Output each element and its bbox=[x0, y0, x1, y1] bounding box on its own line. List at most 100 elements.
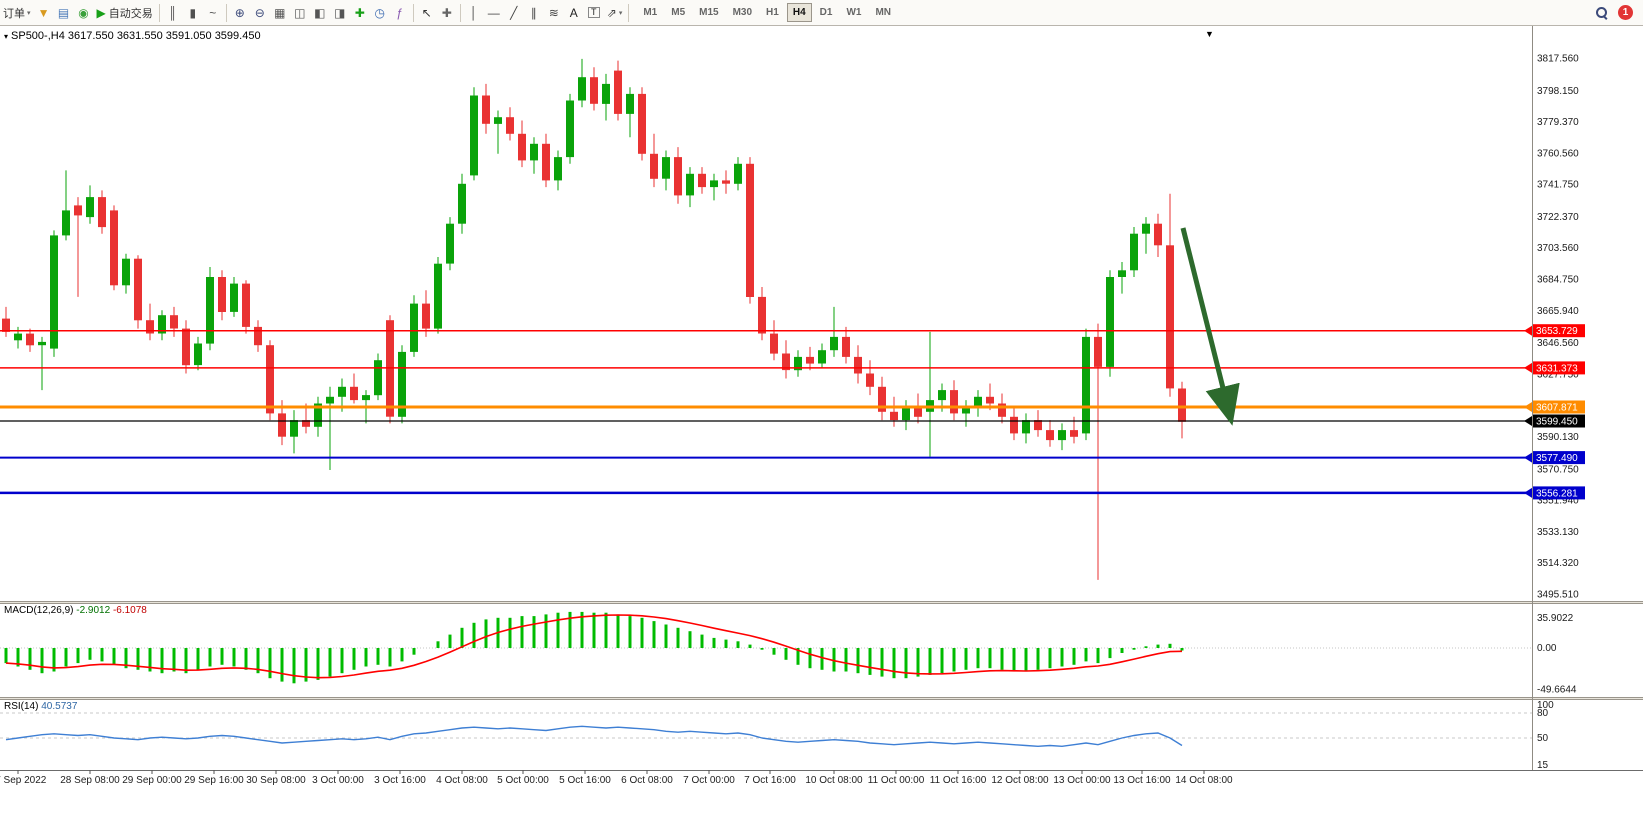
bar-chart-icon[interactable]: ║ bbox=[168, 5, 177, 20]
candle-body bbox=[806, 356, 814, 364]
candle-body bbox=[38, 341, 46, 346]
trend-arrow[interactable] bbox=[1180, 227, 1240, 426]
price-badges: 3653.729 3631.373 3607.871 3599.450 3577.490… bbox=[1524, 324, 1585, 500]
price-badge-text: 3653.729 bbox=[1536, 326, 1578, 337]
timeframe-H4[interactable]: H4 bbox=[786, 3, 812, 22]
market-watch-icon[interactable]: ▤ bbox=[57, 5, 70, 20]
macd-label: MACD(12,26,9) -2.9012 -6.1078 bbox=[4, 605, 147, 616]
candle-body bbox=[998, 403, 1006, 417]
tile-vertical-icon[interactable]: ◧ bbox=[314, 5, 326, 20]
data-window-icon[interactable]: ◉ bbox=[78, 5, 89, 20]
timeframe-M5[interactable]: M5 bbox=[671, 7, 686, 18]
candle-body bbox=[1154, 223, 1162, 246]
rsi-line bbox=[5, 725, 1183, 748]
timeframe-H1[interactable]: H1 bbox=[766, 7, 779, 18]
timeframe-M15[interactable]: M15 bbox=[699, 7, 719, 18]
candle-body bbox=[242, 283, 250, 327]
orders-dropdown[interactable]: 订单 ▾ bbox=[3, 7, 31, 20]
candle-body bbox=[758, 296, 766, 334]
candle-body bbox=[902, 406, 910, 421]
indicators-icon[interactable]: ƒ bbox=[396, 5, 404, 20]
candle-body bbox=[578, 77, 586, 101]
new-chart-icon[interactable]: ✚ bbox=[354, 5, 365, 20]
candle-body bbox=[710, 180, 718, 188]
time-axis-label: 5 Oct 16:00 bbox=[559, 775, 611, 786]
vertical-line-icon[interactable]: │ bbox=[470, 5, 478, 20]
cursor-icon[interactable]: ↖ bbox=[421, 5, 432, 20]
candle-body bbox=[842, 336, 850, 357]
macd-axis-label: -49.6644 bbox=[1537, 685, 1577, 696]
tile-windows-icon[interactable]: ▦ bbox=[274, 5, 286, 20]
fibonacci-icon[interactable]: ≋ bbox=[548, 5, 559, 20]
profiles-icon[interactable]: ◷ bbox=[374, 5, 385, 20]
time-axis-label: 14 Oct 08:00 bbox=[1175, 775, 1233, 786]
timeframe-MN[interactable]: MN bbox=[875, 7, 891, 18]
candle-body bbox=[350, 386, 358, 401]
candle-body bbox=[1046, 430, 1054, 441]
rsi-value: 40.5737 bbox=[41, 701, 78, 712]
timeframe-D1[interactable]: D1 bbox=[819, 7, 833, 18]
candle-body bbox=[302, 420, 310, 427]
candle-body bbox=[1010, 416, 1018, 434]
candle-body bbox=[86, 197, 94, 218]
time-axis-label: 5 Oct 00:00 bbox=[497, 775, 549, 786]
time-axis-label: 30 Sep 08:00 bbox=[246, 775, 306, 786]
candle-body bbox=[830, 336, 838, 351]
line-chart-icon[interactable]: ~ bbox=[209, 5, 217, 20]
price-axis: 3817.560 3798.150 3779.370 3760.560 3741.750… bbox=[1537, 54, 1579, 601]
arrows-tool[interactable]: ⇗ ▾ bbox=[606, 5, 623, 20]
candle-body bbox=[482, 95, 490, 124]
timeframe-M30[interactable]: M30 bbox=[732, 7, 753, 18]
zoom-in-icon[interactable]: ⊕ bbox=[234, 5, 245, 20]
price-axis-label: 3495.510 bbox=[1537, 590, 1579, 601]
price-axis-label: 3741.750 bbox=[1537, 180, 1579, 191]
collapse-icon[interactable]: ▾ bbox=[4, 32, 9, 41]
search-icon[interactable] bbox=[1595, 6, 1608, 19]
price-axis-label: 3570.750 bbox=[1537, 464, 1579, 475]
channel-icon[interactable]: ∥ bbox=[530, 5, 537, 20]
candle-body bbox=[218, 277, 226, 312]
notification-badge[interactable]: 1 bbox=[1618, 5, 1633, 20]
timeframe-W1[interactable]: W1 bbox=[846, 7, 862, 18]
panel-divider[interactable] bbox=[0, 601, 1643, 604]
horizontal-line-icon[interactable]: — bbox=[487, 5, 500, 20]
price-badge-text: 3599.450 bbox=[1536, 417, 1578, 428]
price-axis-label: 3646.560 bbox=[1537, 338, 1579, 349]
time-axis-label: 13 Oct 00:00 bbox=[1053, 775, 1111, 786]
price-axis-label: 3665.940 bbox=[1537, 306, 1579, 317]
macd-signal-line bbox=[5, 614, 1183, 679]
candle-body bbox=[422, 303, 430, 329]
text-tool[interactable]: A bbox=[569, 5, 578, 20]
price-axis-label: 3703.560 bbox=[1537, 243, 1579, 254]
time-axis-label: 11 Oct 00:00 bbox=[868, 775, 925, 786]
candle-body bbox=[446, 223, 454, 264]
candle-body bbox=[230, 283, 238, 312]
cascade-windows-icon[interactable]: ◫ bbox=[294, 5, 306, 20]
time-axis-label: 29 Sep 00:00 bbox=[122, 775, 182, 786]
price-axis-label: 3798.150 bbox=[1537, 86, 1579, 97]
toolbar-right: 1 bbox=[1595, 5, 1641, 20]
crosshair-icon[interactable]: ✚ bbox=[441, 5, 452, 20]
zoom-out-icon[interactable]: ⊖ bbox=[254, 5, 265, 20]
candle-body bbox=[206, 277, 214, 344]
candle-body bbox=[374, 360, 382, 396]
time-axis-label: 29 Sep 16:00 bbox=[184, 775, 244, 786]
candlestick-chart-icon[interactable]: ▮ bbox=[189, 5, 197, 20]
timeframe-M1[interactable]: M1 bbox=[643, 7, 658, 18]
rsi-axis-label: 15 bbox=[1537, 760, 1549, 771]
label-tool[interactable]: T bbox=[584, 2, 604, 24]
price-axis-label: 3551.940 bbox=[1537, 496, 1579, 507]
chart-shift-marker[interactable]: ▼ bbox=[1205, 29, 1214, 39]
rsi-axis-label: 80 bbox=[1537, 708, 1549, 719]
tile-horizontal-icon[interactable]: ◨ bbox=[334, 5, 346, 20]
chart-window-icon[interactable]: ▼ bbox=[37, 5, 50, 20]
candle-body bbox=[506, 117, 514, 134]
panel-divider[interactable] bbox=[0, 697, 1643, 700]
candle-body bbox=[494, 117, 502, 124]
rsi-label: RSI(14) 40.5737 bbox=[4, 701, 77, 712]
autotrade-button[interactable]: ▶ 自动交易 bbox=[96, 5, 153, 20]
candles-layer bbox=[2, 58, 1186, 580]
trendline-icon[interactable]: ╱ bbox=[510, 5, 518, 20]
